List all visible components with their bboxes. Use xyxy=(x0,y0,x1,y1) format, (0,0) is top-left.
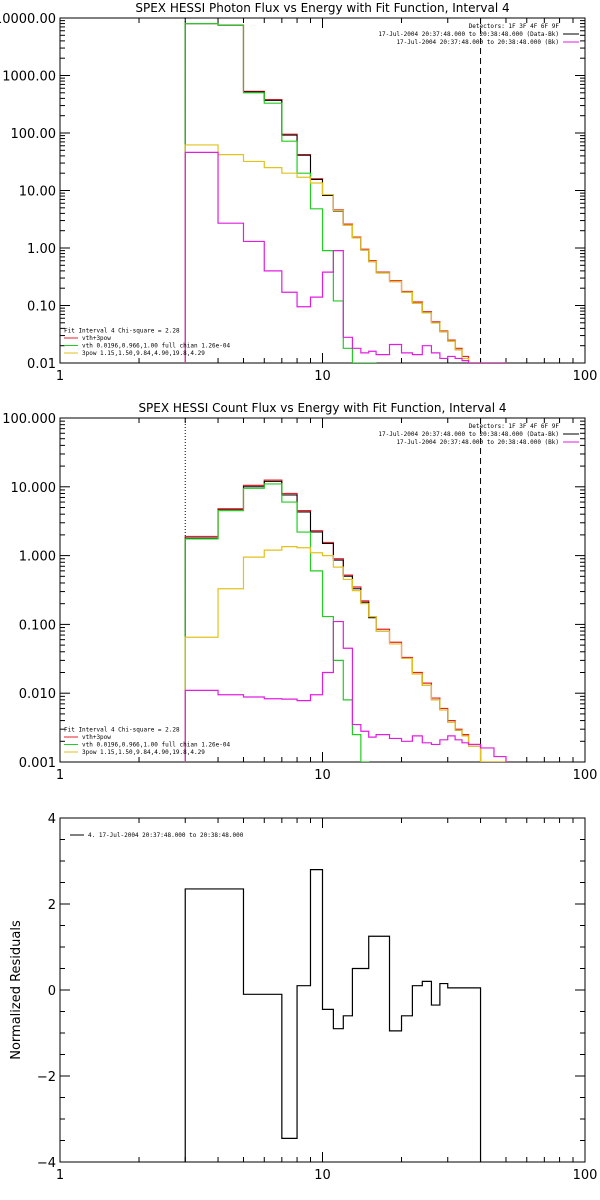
legend-entry: 4. 17-Jul-2004 20:37:48.000 to 20:38:48.… xyxy=(88,832,244,839)
x-tick-label: 10 xyxy=(314,369,331,384)
chart-panel-1: SPEX HESSI Photon Flux vs Energy with Fi… xyxy=(0,1,597,384)
legend-top-entry: 17-Jul-2004 20:37:48.000 to 20:38:48.000… xyxy=(396,439,559,446)
plot-area xyxy=(184,418,507,762)
series-data-line xyxy=(184,151,507,363)
legend-bottom-entry: vth+3pow xyxy=(82,734,111,741)
y-tick-label: 0.01 xyxy=(27,357,56,372)
legend-top-entry: 17-Jul-2004 20:37:48.000 to 20:38:48.000… xyxy=(396,39,559,46)
y-tick-label: 10.000 xyxy=(11,481,57,496)
legend-bottom-entry: 3pow 1.15,1.50,9.84,4.90,19.8,4.29 xyxy=(82,749,205,756)
y-tick-label: 10.00 xyxy=(19,185,56,200)
legend-bottom-entry: Fit Interval 4 Chi-square = 2.28 xyxy=(64,328,180,335)
series-residual-line xyxy=(184,869,482,1162)
y-tick-label: 4 xyxy=(48,812,56,827)
plot-area xyxy=(184,869,482,1162)
y-tick-label: 0.100 xyxy=(19,618,56,633)
x-tick-label: 1 xyxy=(56,369,64,384)
series-total-line xyxy=(184,22,507,363)
y-tick-label: 1.000 xyxy=(19,550,56,565)
y-tick-label: −2 xyxy=(37,1070,56,1085)
chart-panel-2: SPEX HESSI Count Flux vs Energy with Fit… xyxy=(2,401,597,783)
legend-bottom-entry: 3pow 1.15,1.50,9.84,4.90,19.8,4.29 xyxy=(82,350,205,357)
chart-title: SPEX HESSI Count Flux vs Energy with Fit… xyxy=(138,401,506,415)
x-tick-label: 100 xyxy=(573,768,598,783)
series-thermal-line xyxy=(184,22,377,363)
y-tick-label: 0.010 xyxy=(19,687,56,702)
legend-top-entry: 17-Jul-2004 20:37:48.000 to 20:38:48.000… xyxy=(378,31,559,38)
y-tick-label: 100.000 xyxy=(2,412,56,427)
series-sum-line xyxy=(184,480,507,762)
y-tick-label: 10000.00 xyxy=(0,12,56,27)
series-data-line xyxy=(184,620,507,762)
y-tick-label: 100.00 xyxy=(11,127,57,142)
series-total-line xyxy=(184,479,507,762)
legend-bottom-entry: vth 0.0196,0.966,1.00 full chian 1.26e-0… xyxy=(82,343,230,350)
y-tick-label: 2 xyxy=(48,898,56,913)
x-tick-label: 1 xyxy=(56,1168,64,1183)
x-tick-label: 100 xyxy=(573,369,598,384)
series-thermal-line xyxy=(184,483,370,762)
y-tick-label: 1.00 xyxy=(27,242,56,257)
legend-top-entry: Detectors: 1F 3F 4F 6F 9F xyxy=(469,423,560,430)
y-tick-label: 0.10 xyxy=(27,300,56,315)
legend-bottom-entry: vth 0.0196,0.966,1.00 full chian 1.26e-0… xyxy=(82,742,230,749)
y-axis-label: Normalized Residuals xyxy=(9,920,24,1060)
series-powerlaw-line xyxy=(184,546,507,762)
x-tick-label: 10 xyxy=(314,768,331,783)
y-tick-label: 0 xyxy=(48,984,56,999)
y-tick-label: −4 xyxy=(37,1156,56,1171)
plot-area xyxy=(184,18,507,363)
x-tick-label: 1 xyxy=(56,768,64,783)
legend-bottom-entry: Fit Interval 4 Chi-square = 2.28 xyxy=(64,727,180,734)
series-sum-line xyxy=(184,23,507,363)
legend-top-entry: 17-Jul-2004 20:37:48.000 to 20:38:48.000… xyxy=(378,431,559,438)
legend-bottom-entry: vth+3pow xyxy=(82,335,111,342)
chart-panel-3: 1 10 100 −4 −2 0 2 4 Normalized Residuals 4. 17-J… xyxy=(9,812,597,1183)
y-tick-label: 1000.00 xyxy=(2,70,56,85)
x-tick-label: 10 xyxy=(314,1168,331,1183)
x-tick-label: 100 xyxy=(573,1168,598,1183)
series-powerlaw-line xyxy=(184,144,507,363)
legend-top-entry: Detectors: 1F 3F 4F 6F 9F xyxy=(469,23,560,30)
chart-title: SPEX HESSI Photon Flux vs Energy with Fi… xyxy=(135,1,509,15)
y-tick-label: 0.001 xyxy=(19,756,56,771)
